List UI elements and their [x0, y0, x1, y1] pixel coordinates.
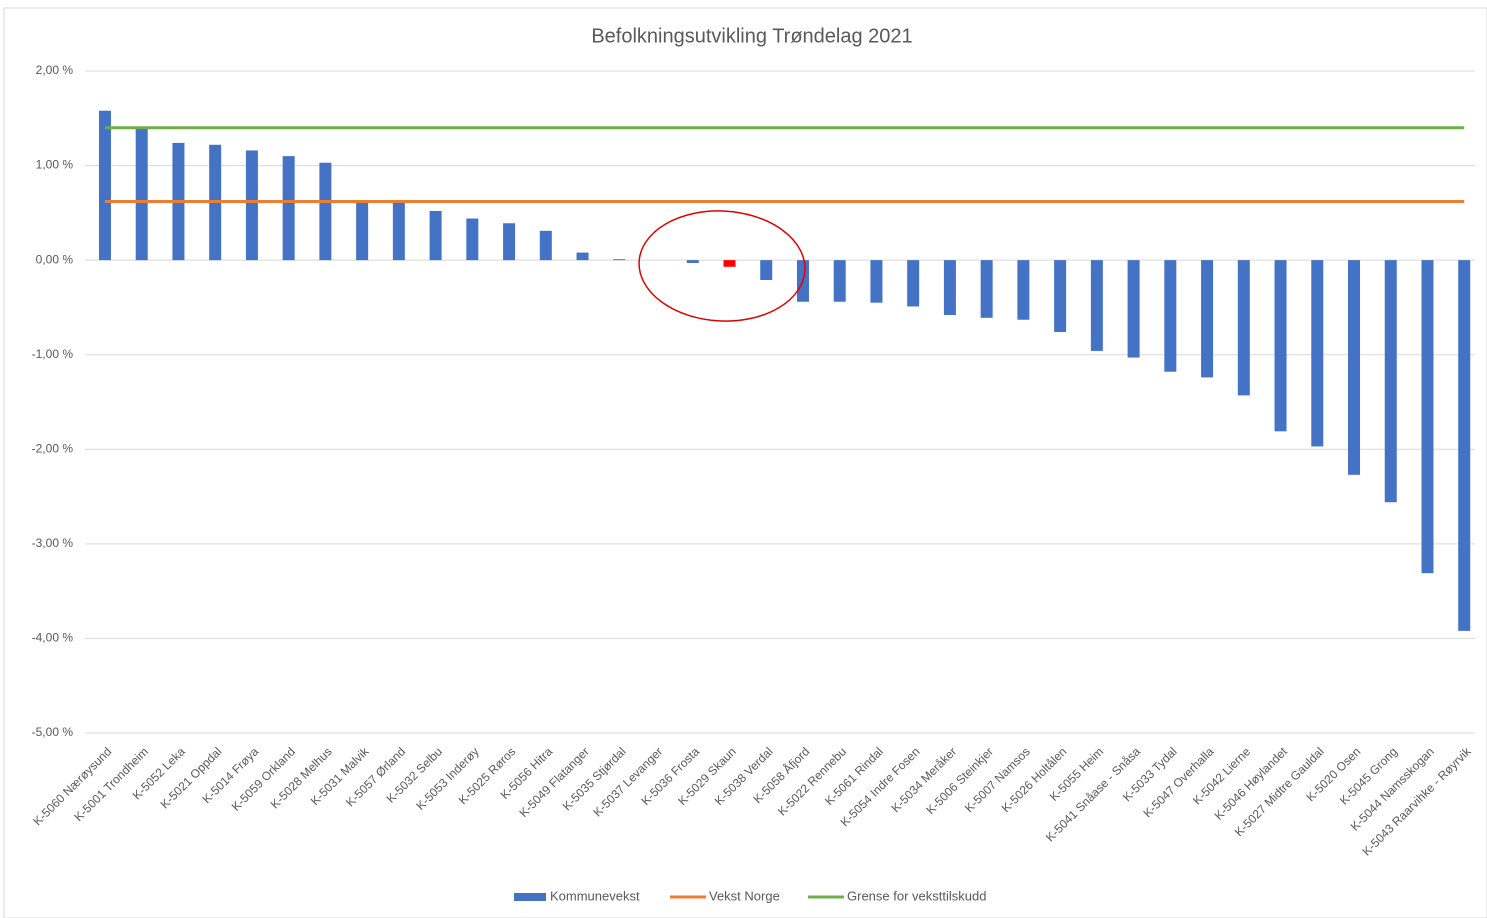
y-tick-label: -2,00 % [32, 441, 74, 455]
bar [282, 156, 295, 261]
bar [1017, 260, 1030, 320]
bar [1311, 260, 1324, 447]
bar [1237, 260, 1250, 396]
y-tick-label: 1,00 % [36, 158, 74, 172]
bar [98, 110, 111, 261]
y-tick-label: -1,00 % [32, 347, 74, 361]
bar [870, 260, 883, 303]
bar [943, 260, 956, 315]
bar [980, 260, 993, 318]
bar [576, 252, 589, 261]
legend-label: Vekst Norge [709, 888, 780, 903]
legend-label: Kommunevekst [550, 888, 640, 903]
bar [686, 260, 699, 263]
y-tick-label: -5,00 % [32, 725, 74, 739]
legend-label: Grense for veksttilskudd [847, 888, 986, 903]
bar [1384, 260, 1397, 503]
bar [1054, 260, 1067, 333]
bar [1164, 260, 1177, 372]
y-tick-label: -4,00 % [32, 631, 74, 645]
y-tick-label: 0,00 % [36, 252, 74, 266]
bar [613, 259, 626, 261]
highlight-circle [638, 210, 806, 322]
chart-title: Befolkningsutvikling Trøndelag 2021 [591, 25, 912, 47]
bar [392, 200, 405, 261]
bar [503, 223, 516, 261]
bar [356, 200, 369, 261]
bar [135, 127, 148, 261]
bar [1274, 260, 1287, 432]
y-tick-label: 2,00 % [36, 63, 74, 77]
bar [319, 162, 332, 261]
bar [1421, 260, 1434, 574]
bar [760, 260, 773, 281]
legend-swatch [514, 893, 546, 901]
bar [1090, 260, 1103, 351]
y-tick-label: -3,00 % [32, 536, 74, 550]
bar [907, 260, 920, 307]
bar [1458, 260, 1471, 631]
bar [1127, 260, 1140, 358]
bar [1348, 260, 1361, 475]
bar [466, 218, 479, 261]
bar [245, 150, 258, 261]
bar [723, 260, 736, 267]
bar [1201, 260, 1214, 378]
bar [539, 230, 552, 261]
bar [833, 260, 846, 302]
bar [429, 210, 442, 261]
